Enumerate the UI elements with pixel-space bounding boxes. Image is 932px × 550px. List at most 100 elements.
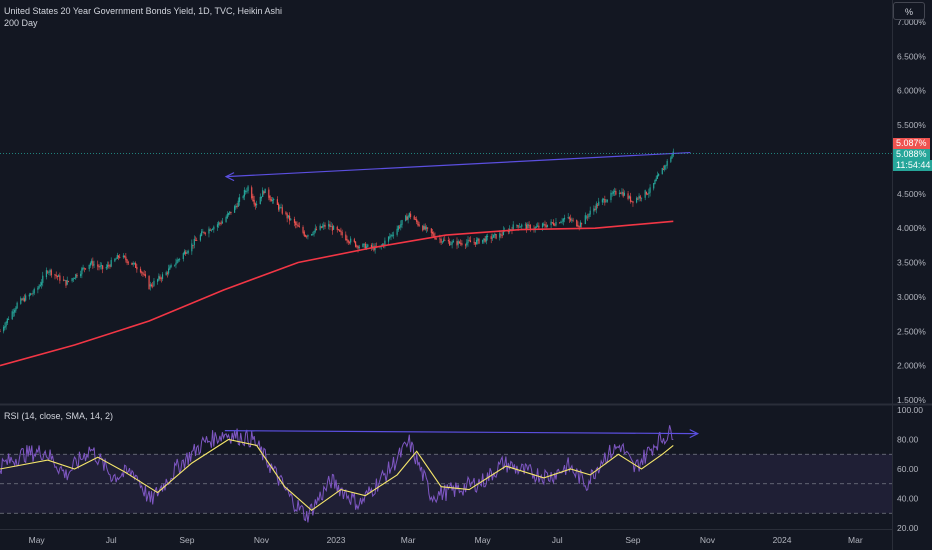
candle-body xyxy=(160,278,162,280)
candle xyxy=(612,189,615,196)
candle xyxy=(474,242,476,247)
candle xyxy=(71,277,73,283)
candle xyxy=(0,328,1,333)
candle-body xyxy=(596,204,599,206)
candle xyxy=(594,205,596,212)
candle xyxy=(115,257,117,260)
candle xyxy=(290,218,292,221)
candle-body xyxy=(482,239,484,243)
candle-body xyxy=(97,264,99,267)
candle-body xyxy=(264,188,266,193)
candle xyxy=(405,214,407,222)
candle xyxy=(331,223,333,235)
candle-body xyxy=(555,222,557,226)
candle-body xyxy=(245,191,247,193)
candle-body xyxy=(418,224,420,227)
rsi-sma-line[interactable] xyxy=(0,438,674,511)
candle xyxy=(449,238,451,246)
candle xyxy=(595,201,597,214)
candle xyxy=(12,308,15,317)
candle-body xyxy=(623,192,625,196)
candle-body xyxy=(38,285,40,289)
candle xyxy=(227,212,230,217)
candle xyxy=(288,212,291,225)
rsi-trendline[interactable] xyxy=(224,429,700,439)
candle xyxy=(339,229,341,232)
time-tick-label: Jul xyxy=(552,535,563,545)
candle xyxy=(486,233,489,241)
candle-body xyxy=(534,227,536,230)
time-axis[interactable]: May Jul Sep Nov 2023 Mar May Jul Sep Nov 2024 Mar xyxy=(29,535,863,545)
candle-body xyxy=(527,223,529,229)
candle-body xyxy=(441,241,443,243)
percent-scale-button[interactable]: % xyxy=(893,2,925,20)
candle xyxy=(604,195,606,206)
candle xyxy=(596,202,599,209)
candle-body xyxy=(142,272,144,275)
candle xyxy=(374,242,376,254)
candle-body xyxy=(665,165,667,167)
candle xyxy=(183,249,186,255)
candle xyxy=(236,202,238,209)
candle-body xyxy=(568,217,571,219)
candle xyxy=(132,261,134,267)
candle-body xyxy=(413,216,415,220)
candle xyxy=(622,188,624,198)
candle xyxy=(293,216,296,227)
ma-200-line[interactable] xyxy=(0,220,674,367)
candle xyxy=(398,224,401,230)
candle xyxy=(543,222,545,227)
candle xyxy=(251,185,253,200)
candle-body xyxy=(32,293,34,294)
candle xyxy=(126,258,128,266)
candle-body xyxy=(320,226,322,228)
rsi-line[interactable] xyxy=(0,425,674,523)
rsi-axis[interactable]: 20.00 40.00 60.00 80.00 100.00 xyxy=(897,405,923,533)
candle-body xyxy=(519,226,522,228)
candle-body xyxy=(59,275,61,281)
candle xyxy=(562,218,564,226)
candle-body xyxy=(456,241,458,246)
candle-body xyxy=(579,222,582,228)
candle-body xyxy=(45,270,48,278)
price-trendline[interactable] xyxy=(226,151,691,178)
candle-body xyxy=(461,243,463,245)
candle xyxy=(354,240,357,248)
candle-body xyxy=(354,241,357,247)
candle-body xyxy=(409,213,412,218)
candle-body xyxy=(350,238,352,243)
candle xyxy=(136,263,138,273)
candle-body xyxy=(71,278,73,282)
candle xyxy=(150,283,153,288)
candle-body xyxy=(406,216,408,221)
candle-body xyxy=(143,274,145,275)
candle xyxy=(40,279,43,289)
candle xyxy=(598,197,600,206)
candle xyxy=(313,230,315,237)
candle-body xyxy=(433,233,435,237)
candle xyxy=(527,222,529,229)
candle xyxy=(627,191,629,201)
candle-body xyxy=(507,230,509,233)
candle xyxy=(460,239,462,246)
candle xyxy=(298,222,300,228)
candle-body xyxy=(177,259,179,261)
candle-body xyxy=(251,187,253,199)
candle xyxy=(7,316,10,321)
candle-body xyxy=(247,186,249,191)
candle-body xyxy=(50,270,52,276)
candle-body xyxy=(126,259,128,264)
candle-body xyxy=(356,245,358,247)
price-axis[interactable]: 1.500% 2.000% 2.500% 3.000% 3.500% 4.000% 4.50… xyxy=(897,17,926,405)
candle xyxy=(64,279,66,282)
candle-body xyxy=(357,245,359,249)
candle-body xyxy=(192,245,194,246)
price-tick-label: 4.000% xyxy=(897,223,926,233)
candle xyxy=(82,264,84,271)
candle-body xyxy=(20,298,22,304)
candle xyxy=(89,261,92,268)
candlestick-series[interactable] xyxy=(0,148,674,334)
candle xyxy=(629,192,632,204)
